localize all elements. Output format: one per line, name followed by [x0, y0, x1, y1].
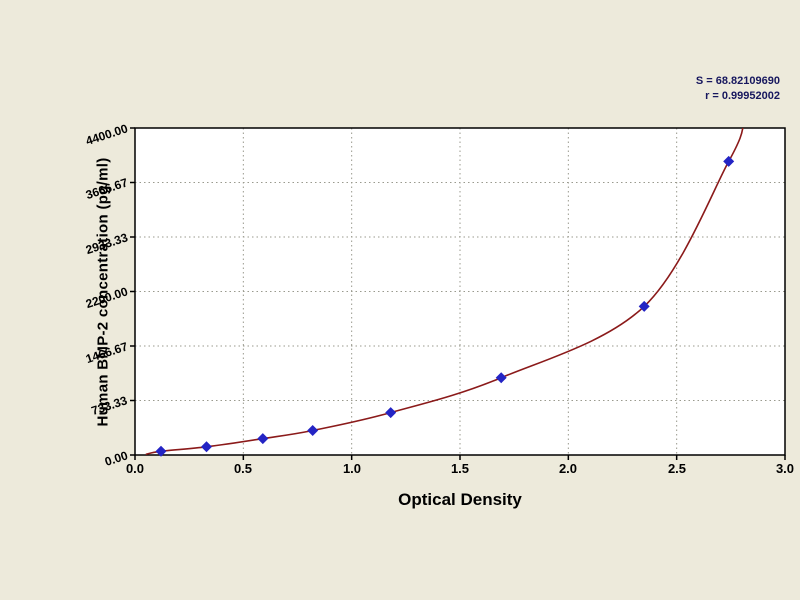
x-tick-label: 1.5 — [450, 461, 470, 476]
x-tick-label: 0.5 — [233, 461, 253, 476]
x-tick-label: 1.0 — [342, 461, 362, 476]
x-tick-label: 2.5 — [667, 461, 687, 476]
x-tick-label: 2.0 — [558, 461, 578, 476]
fit-stat-s-value: S = 68.82109690 — [695, 75, 780, 87]
x-tick-label: 0.0 — [125, 461, 145, 476]
x-axis-title: Optical Density — [398, 490, 522, 509]
fit-stat-r-value: r = 0.99952002 — [705, 90, 780, 102]
x-tick-label: 3.0 — [775, 461, 795, 476]
fit-statistics: S = 68.82109690 r = 0.99952002 — [696, 74, 780, 104]
